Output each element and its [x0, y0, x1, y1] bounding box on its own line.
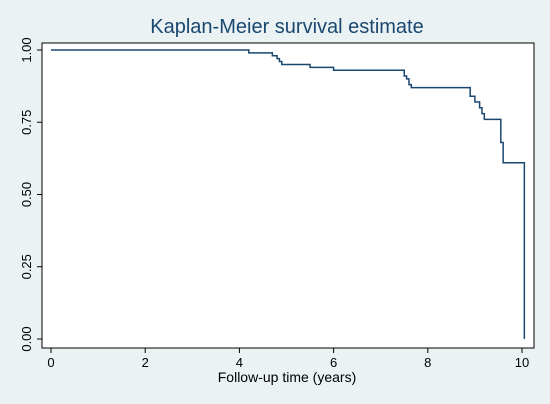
y-tick-label: 0.00	[19, 326, 34, 351]
x-tick-label: 6	[330, 355, 337, 370]
x-tick-label: 0	[47, 355, 54, 370]
x-tick-label: 4	[236, 355, 243, 370]
chart-title: Kaplan-Meier survival estimate	[150, 16, 423, 38]
x-tick-label: 8	[424, 355, 431, 370]
y-tick-label: 1.00	[19, 37, 34, 62]
x-tick-label: 10	[515, 355, 529, 370]
survival-curve	[51, 49, 526, 339]
x-tick-label: 2	[142, 355, 149, 370]
axis-ticks-layer: 0 2 4 6 8 10 0.00 0.25 0.50 0.75 1.00	[19, 37, 529, 370]
plot-area	[41, 42, 535, 349]
x-axis-title: Follow-up time (years)	[218, 369, 356, 385]
y-tick-label: 0.25	[19, 254, 34, 279]
y-tick-label: 0.75	[19, 110, 34, 135]
y-tick-label: 0.50	[19, 182, 34, 207]
